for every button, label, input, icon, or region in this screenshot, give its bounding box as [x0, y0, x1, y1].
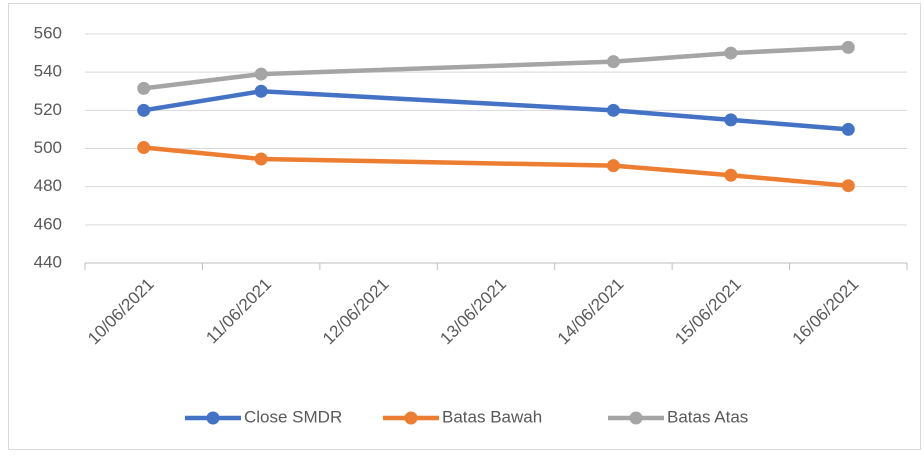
data-point: [724, 168, 738, 182]
data-point: [137, 103, 151, 117]
chart-border: [8, 3, 921, 450]
legend-label: Batas Atas: [667, 407, 748, 426]
y-tick-label: 500: [34, 138, 62, 157]
data-point: [724, 113, 738, 127]
legend-label: Close SMDR: [244, 407, 342, 426]
data-point: [841, 179, 855, 193]
y-tick-label: 520: [34, 100, 62, 119]
y-tick-label: 440: [34, 252, 62, 271]
legend-label: Batas Bawah: [442, 407, 542, 426]
data-point: [841, 40, 855, 54]
data-point: [606, 159, 620, 173]
data-point: [254, 67, 268, 81]
y-tick-label: 540: [34, 62, 62, 81]
legend-marker: [404, 411, 418, 425]
data-point: [254, 84, 268, 98]
y-tick-label: 560: [34, 23, 62, 42]
data-point: [137, 81, 151, 95]
legend-marker: [206, 411, 220, 425]
data-point: [841, 122, 855, 136]
data-point: [606, 103, 620, 117]
legend-marker: [629, 411, 643, 425]
y-tick-label: 460: [34, 214, 62, 233]
data-point: [137, 141, 151, 155]
data-point: [606, 55, 620, 69]
data-point: [724, 46, 738, 60]
data-point: [254, 152, 268, 166]
y-tick-label: 480: [34, 176, 62, 195]
